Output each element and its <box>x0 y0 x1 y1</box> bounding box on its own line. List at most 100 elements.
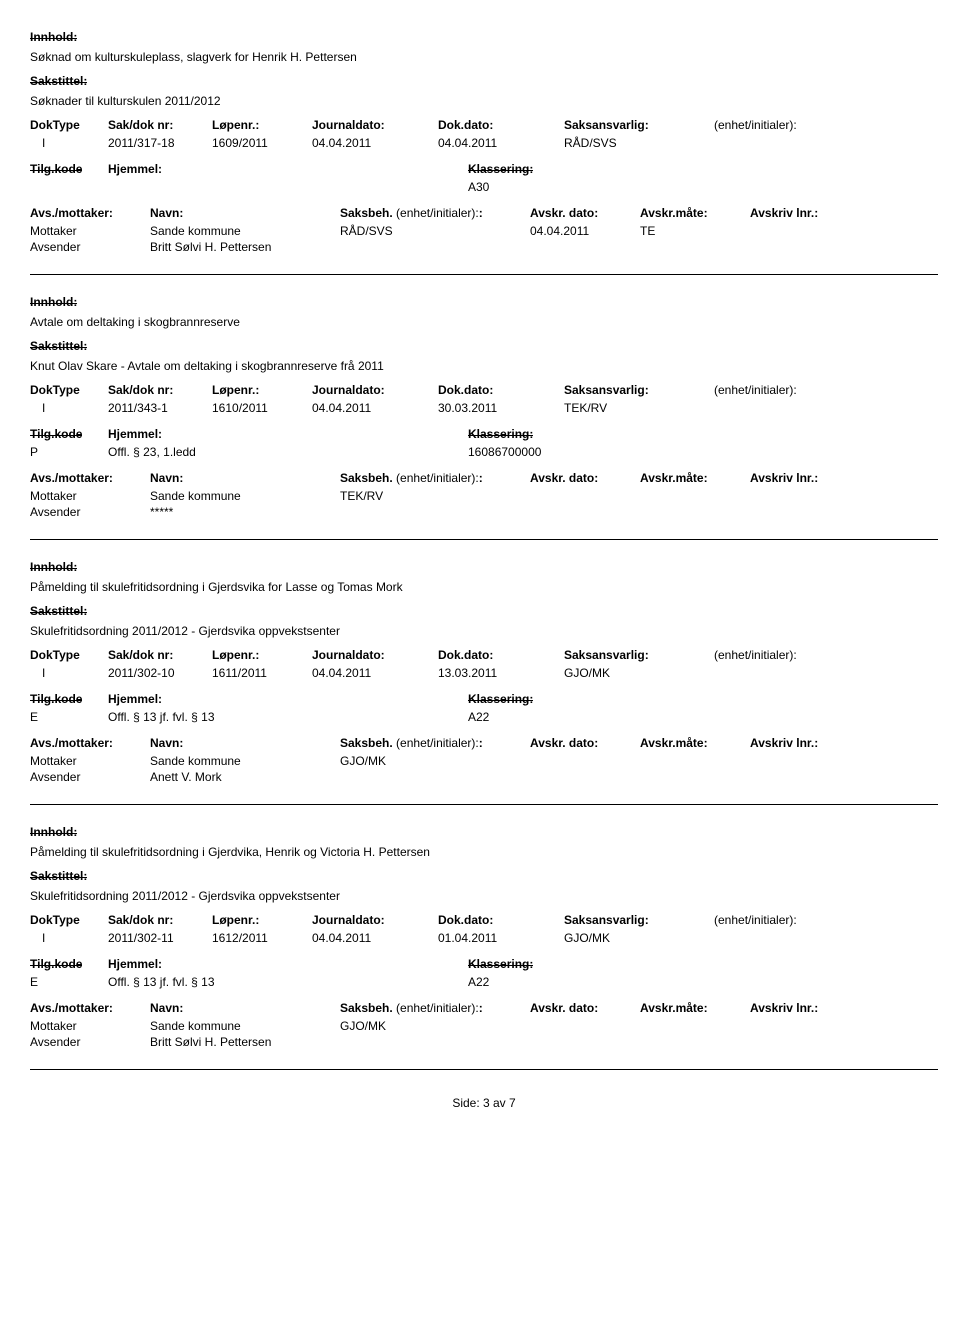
klassering-label: Klassering: <box>468 957 938 971</box>
tilgkode-label: Tilg.kode <box>30 427 108 441</box>
avsender-row: Avsender ***** <box>30 505 938 519</box>
avskr-mate-value: TE <box>640 224 750 238</box>
sakstittel-text: Knut Olav Skare - Avtale om deltaking i … <box>30 359 938 373</box>
lopenr-value: 1610/2011 <box>212 401 312 415</box>
avskr-mate-value <box>640 489 750 503</box>
avskr-dato-value <box>530 489 640 503</box>
sakdok-value: 2011/343-1 <box>108 401 212 415</box>
meta-values: I 2011/317-18 1609/2011 04.04.2011 04.04… <box>30 136 938 150</box>
avsmottaker-label: Avs./mottaker: <box>30 736 150 750</box>
saksansvarlig-value: TEK/RV <box>564 401 714 415</box>
avskriv-lnr-label: Avskriv lnr.: <box>750 736 870 750</box>
saksansvarlig-label: Saksansvarlig: <box>564 118 714 132</box>
journaldato-label: Journaldato: <box>312 913 438 927</box>
hjemmel-label: Hjemmel: <box>108 427 468 441</box>
innhold-text: Søknad om kulturskuleplass, slagverk for… <box>30 50 938 64</box>
sakdok-value: 2011/302-11 <box>108 931 212 945</box>
tilg-values: P Offl. § 23, 1.ledd 16086700000 <box>30 445 938 459</box>
sakstittel-text: Søknader til kulturskulen 2011/2012 <box>30 94 938 108</box>
dokdato-label: Dok.dato: <box>438 648 564 662</box>
doktype-label: DokType <box>30 383 108 397</box>
sakstittel-label: Sakstittel: <box>30 74 938 88</box>
mottaker-row: Mottaker Sande kommune GJO/MK <box>30 754 938 768</box>
tilgkode-value: E <box>30 710 108 724</box>
avskriv-lnr-value <box>750 754 870 768</box>
klassering-label: Klassering: <box>468 162 938 176</box>
separator <box>30 804 938 805</box>
page: Innhold: Søknad om kulturskuleplass, sla… <box>0 0 960 1120</box>
enhet-label: (enhet/initialer): <box>714 118 844 132</box>
dokdato-value: 01.04.2011 <box>438 931 564 945</box>
avsender-label: Avsender <box>30 1035 150 1049</box>
saksansvarlig-value: RÅD/SVS <box>564 136 714 150</box>
saksbeh-value: GJO/MK <box>340 754 530 768</box>
record: Innhold: Søknad om kulturskuleplass, sla… <box>30 30 938 254</box>
avsender-label: Avsender <box>30 505 150 519</box>
hjemmel-label: Hjemmel: <box>108 162 468 176</box>
dokdato-value: 13.03.2011 <box>438 666 564 680</box>
saksansvarlig-label: Saksansvarlig: <box>564 383 714 397</box>
avsender-navn: Britt Sølvi H. Pettersen <box>150 1035 340 1049</box>
enhet-label: (enhet/initialer): <box>714 383 844 397</box>
lopenr-value: 1611/2011 <box>212 666 312 680</box>
page-footer: Side: 3 av 7 <box>30 1096 938 1110</box>
doktype-label: DokType <box>30 648 108 662</box>
meta-header: DokType Sak/dok nr: Løpenr.: Journaldato… <box>30 383 938 397</box>
journaldato-label: Journaldato: <box>312 118 438 132</box>
record: Innhold: Påmelding til skulefritidsordni… <box>30 560 938 784</box>
navn-label: Navn: <box>150 471 340 485</box>
saksansvarlig-label: Saksansvarlig: <box>564 913 714 927</box>
saksbeh-label: Saksbeh. (enhet/initialer):: <box>340 1001 530 1015</box>
sakstittel-label: Sakstittel: <box>30 604 938 618</box>
mottaker-navn: Sande kommune <box>150 1019 340 1033</box>
saksansvarlig-value: GJO/MK <box>564 931 714 945</box>
avskr-dato-value <box>530 754 640 768</box>
enhet-value <box>714 931 844 945</box>
avskr-dato-label: Avskr. dato: <box>530 206 640 220</box>
separator <box>30 274 938 275</box>
separator <box>30 1069 938 1070</box>
saksbeh-value: TEK/RV <box>340 489 530 503</box>
innhold-label: Innhold: <box>30 295 938 309</box>
mottaker-label: Mottaker <box>30 489 150 503</box>
avsender-navn: ***** <box>150 505 340 519</box>
journaldato-value: 04.04.2011 <box>312 666 438 680</box>
doktype-label: DokType <box>30 118 108 132</box>
meta-values: I 2011/343-1 1610/2011 04.04.2011 30.03.… <box>30 401 938 415</box>
innhold-label: Innhold: <box>30 560 938 574</box>
mottaker-label: Mottaker <box>30 224 150 238</box>
tilg-block: Tilg.kode Hjemmel: Klassering: <box>30 692 938 706</box>
dokdato-label: Dok.dato: <box>438 118 564 132</box>
enhet-label: (enhet/initialer): <box>714 913 844 927</box>
avsender-navn: Britt Sølvi H. Pettersen <box>150 240 340 254</box>
tilgkode-value <box>30 180 108 194</box>
saksbeh-label: Saksbeh. (enhet/initialer):: <box>340 471 530 485</box>
avskriv-lnr-value <box>750 224 870 238</box>
saksbeh-label: Saksbeh. (enhet/initialer):: <box>340 736 530 750</box>
lopenr-label: Løpenr.: <box>212 118 312 132</box>
lopenr-label: Løpenr.: <box>212 383 312 397</box>
journaldato-value: 04.04.2011 <box>312 401 438 415</box>
avskr-mate-label: Avskr.måte: <box>640 471 750 485</box>
avskriv-lnr-label: Avskriv lnr.: <box>750 1001 870 1015</box>
innhold-text: Påmelding til skulefritidsordning i Gjer… <box>30 845 938 859</box>
navn-label: Navn: <box>150 1001 340 1015</box>
avs-header: Avs./mottaker: Navn: Saksbeh. (enhet/ini… <box>30 471 938 485</box>
mottaker-label: Mottaker <box>30 754 150 768</box>
hjemmel-label: Hjemmel: <box>108 692 468 706</box>
avsender-label: Avsender <box>30 770 150 784</box>
innhold-text: Påmelding til skulefritidsordning i Gjer… <box>30 580 938 594</box>
avskriv-lnr-label: Avskriv lnr.: <box>750 206 870 220</box>
avskr-dato-label: Avskr. dato: <box>530 736 640 750</box>
saksbeh-label: Saksbeh. (enhet/initialer):: <box>340 206 530 220</box>
sakdok-label: Sak/dok nr: <box>108 383 212 397</box>
avsmottaker-label: Avs./mottaker: <box>30 471 150 485</box>
journaldato-label: Journaldato: <box>312 383 438 397</box>
doktype-value: I <box>30 666 108 680</box>
avs-header: Avs./mottaker: Navn: Saksbeh. (enhet/ini… <box>30 1001 938 1015</box>
meta-header: DokType Sak/dok nr: Løpenr.: Journaldato… <box>30 913 938 927</box>
avskr-dato-value: 04.04.2011 <box>530 224 640 238</box>
hjemmel-label: Hjemmel: <box>108 957 468 971</box>
tilg-block: Tilg.kode Hjemmel: Klassering: <box>30 957 938 971</box>
lopenr-value: 1609/2011 <box>212 136 312 150</box>
